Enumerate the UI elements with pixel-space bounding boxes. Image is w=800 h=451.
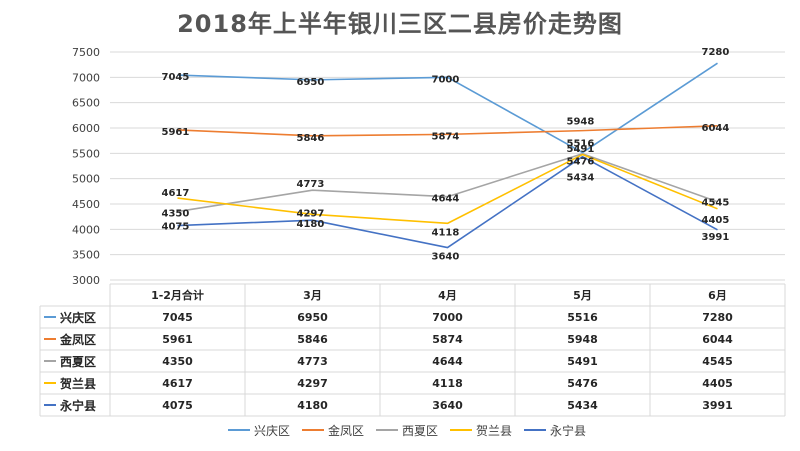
y-tick-label: 3000 [72, 274, 100, 287]
series-line [177, 153, 718, 225]
table-row-name: 兴庆区 [60, 310, 96, 325]
table-header-cell: 1-2月合计 [151, 288, 204, 302]
table-row-name: 西夏区 [60, 355, 96, 369]
table-value-cell: 4297 [297, 377, 328, 390]
legend-label: 兴庆区 [254, 424, 290, 438]
table-header-cell: 5月 [573, 289, 592, 302]
data-label: 6950 [297, 77, 325, 88]
table-value-cell: 7000 [432, 311, 463, 324]
data-label: 6044 [702, 123, 730, 134]
data-label: 4773 [297, 179, 325, 190]
table-header-cell: 4月 [438, 289, 457, 302]
series-line [177, 152, 718, 213]
data-label: 4644 [432, 194, 460, 205]
table-row-name: 永宁县 [59, 398, 96, 413]
y-tick-label: 5000 [72, 173, 100, 186]
data-label: 5434 [567, 173, 595, 184]
data-label: 4350 [162, 209, 190, 220]
data-labels: 7045 6950 7000 5516 7280 5961 5846 5874 5948 6044… [162, 47, 730, 262]
legend-label: 永宁县 [550, 423, 586, 438]
table-value-cell: 3640 [432, 399, 463, 412]
data-label: 3640 [432, 252, 460, 263]
y-tick-label: 7500 [72, 46, 100, 59]
table-value-cell: 4118 [432, 377, 463, 390]
data-label: 5948 [567, 117, 595, 128]
y-tick-label: 5500 [72, 147, 100, 160]
data-label: 3991 [702, 232, 730, 243]
data-label: 7000 [432, 74, 460, 85]
table-value-cell: 5434 [567, 399, 598, 412]
data-label: 4075 [162, 222, 190, 233]
data-label: 4617 [162, 188, 190, 199]
table-value-cell: 4617 [162, 377, 193, 390]
chart-title: 2018年上半年银川三区二县房价走势图 [177, 10, 623, 38]
data-label: 5476 [567, 157, 595, 168]
table-value-cell: 5516 [567, 311, 598, 324]
table-value-cell: 3991 [702, 399, 733, 412]
table-value-cell: 6950 [297, 311, 328, 324]
table-value-cell: 5874 [432, 333, 463, 346]
y-axis: 3000 3500 4000 4500 5000 5500 6000 6500 7000 7500 [72, 46, 100, 287]
table-header-cell: 3月 [303, 289, 322, 302]
series-lines [177, 62, 718, 249]
table-value-cell: 4180 [297, 399, 328, 412]
y-tick-label: 3500 [72, 249, 100, 262]
table-value-cell: 4773 [297, 355, 328, 368]
table-header-cell: 6月 [708, 289, 727, 302]
data-label: 4180 [297, 219, 325, 230]
y-tick-label: 6000 [72, 122, 100, 135]
series-line [177, 62, 718, 154]
table-value-cell: 5948 [567, 333, 598, 346]
series-line [177, 155, 718, 249]
table-value-cell: 6044 [702, 333, 733, 346]
table-value-cell: 5476 [567, 377, 598, 390]
series-line [177, 124, 718, 137]
data-label: 4405 [702, 215, 730, 226]
legend-label: 西夏区 [402, 424, 438, 438]
data-label: 4297 [297, 208, 325, 219]
table-value-cell: 7280 [702, 311, 733, 324]
data-label: 5846 [297, 133, 325, 144]
y-tick-label: 4000 [72, 223, 100, 236]
table-value-cell: 4405 [702, 377, 733, 390]
legend-label: 贺兰县 [476, 424, 512, 438]
data-label: 7045 [162, 72, 190, 83]
data-label: 7280 [702, 47, 730, 58]
table-value-cell: 4644 [432, 355, 463, 368]
legend: 兴庆区 金凤区 西夏区 贺兰县 永宁县 [228, 423, 586, 438]
table-value-cell: 4350 [162, 355, 193, 368]
legend-label: 金凤区 [328, 423, 364, 438]
data-label: 5491 [567, 144, 595, 155]
table-row-name: 贺兰县 [59, 376, 96, 391]
y-tick-label: 7000 [72, 71, 100, 84]
data-label: 5874 [432, 131, 460, 142]
table-value-cell: 4075 [162, 399, 193, 412]
data-label: 5961 [162, 127, 190, 138]
y-tick-label: 6500 [72, 97, 100, 110]
table-value-cell: 5961 [162, 333, 193, 346]
data-label: 4545 [702, 198, 730, 209]
table-value-cell: 5846 [297, 333, 328, 346]
table-value-cell: 7045 [162, 311, 193, 324]
data-label: 5516 [567, 139, 595, 150]
table-row-name: 金凤区 [59, 332, 96, 347]
table-value-cell: 5491 [567, 355, 598, 368]
y-tick-label: 4500 [72, 198, 100, 211]
data-label: 4118 [432, 227, 460, 238]
table-value-cell: 4545 [702, 355, 733, 368]
